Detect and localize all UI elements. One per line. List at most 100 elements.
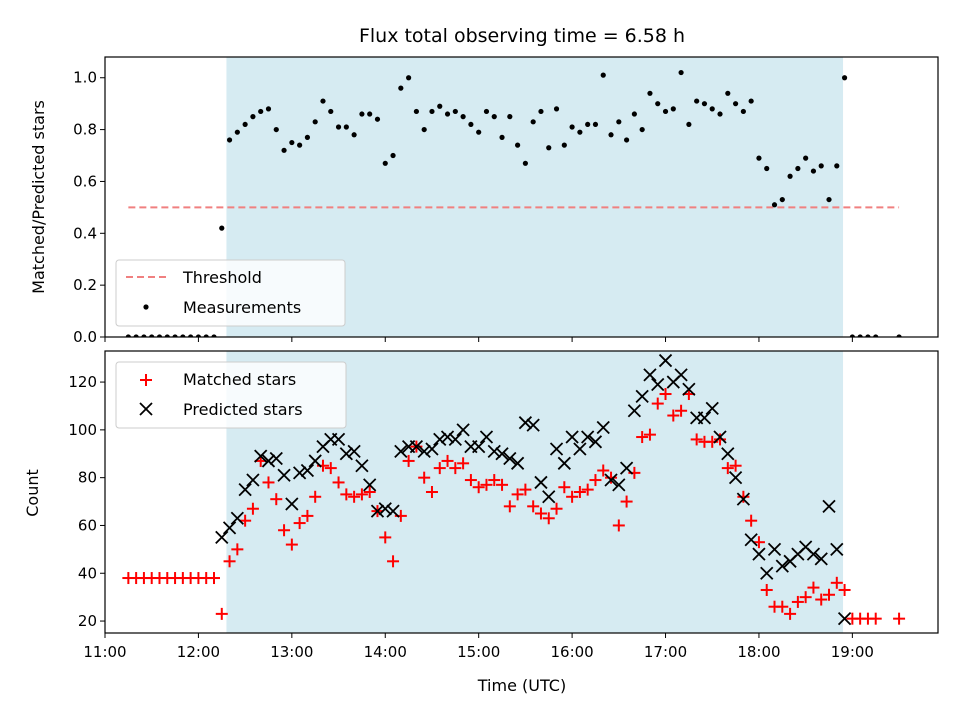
- matched-stars-point: [433, 462, 446, 475]
- predicted-stars-point: [339, 447, 353, 461]
- measurements-legend-swatch: [143, 304, 149, 310]
- predicted-stars-point: [728, 471, 743, 485]
- measurements-point: [787, 173, 793, 179]
- ratio-y-tick-label: 0.2: [73, 276, 97, 294]
- predicted-stars-point-d2: [308, 454, 322, 468]
- measurements-point: [592, 121, 599, 128]
- ratio-axes-frame: [104, 56, 939, 338]
- predicted-stars-point: [238, 482, 252, 497]
- predicted-stars-point-d2: [612, 478, 626, 492]
- count-y-tick-label: 60: [78, 516, 97, 534]
- measurements-point: [694, 98, 700, 104]
- measurements-point: [452, 108, 458, 115]
- predicted-stars-point-d2: [277, 468, 291, 482]
- measurements-point: [896, 334, 902, 337]
- predicted-stars-point: [277, 468, 291, 482]
- predicted-stars-point-d2: [581, 430, 595, 444]
- measurements-point: [226, 137, 233, 143]
- measurements-point: [149, 334, 155, 337]
- predicted-stars-point-d2: [370, 504, 385, 518]
- predicted-stars-point-d2: [565, 430, 579, 444]
- matched-stars-point: [449, 462, 462, 475]
- predicted-stars-point: [705, 401, 719, 415]
- measurements-point: [460, 114, 466, 120]
- measurements-point: [701, 101, 708, 107]
- measurements-point: [304, 134, 311, 140]
- predicted-stars-point-d2: [215, 530, 229, 545]
- predicted-stars-point-d2: [510, 456, 525, 470]
- predicted-stars-point-d2: [627, 404, 642, 418]
- predicted-stars-point-d2: [806, 547, 821, 561]
- measurements-point: [281, 147, 287, 153]
- predicted-stars-point-d2: [261, 454, 276, 468]
- measurements-point: [180, 334, 186, 337]
- predicted-stars-legend-swatch: [139, 402, 153, 416]
- predicted-stars-point: [355, 459, 369, 473]
- predicted-stars-point: [643, 368, 657, 382]
- measurements-point: [429, 108, 435, 115]
- predicted-stars-point: [386, 504, 400, 518]
- measurements-point: [873, 334, 879, 337]
- predicted-stars-point: [651, 377, 665, 392]
- predicted-stars-point: [627, 404, 642, 418]
- count-x-tick-label: 17:00: [644, 643, 687, 661]
- predicted-stars-point: [378, 502, 392, 516]
- predicted-stars-point: [682, 382, 696, 396]
- matched-stars-point: [418, 471, 431, 484]
- measurements-point: [561, 142, 567, 148]
- measurements-point: [803, 155, 809, 161]
- measurements-point: [717, 111, 723, 117]
- matched-stars-point: [387, 555, 400, 568]
- predicted-stars-point: [518, 416, 533, 430]
- measurements-point: [616, 119, 622, 125]
- matched-stars-point: [605, 471, 618, 484]
- count-x-tick-label: 14:00: [364, 643, 407, 661]
- measurements-point: [725, 90, 731, 96]
- predicted-stars-point: [588, 435, 603, 449]
- measurements-point: [491, 114, 497, 120]
- predicted-stars-point: [830, 542, 844, 556]
- count-x-tick-label: 19:00: [831, 643, 874, 661]
- matched-stars-point: [503, 500, 516, 513]
- predicted-stars-point: [565, 430, 579, 444]
- predicted-stars-point: [573, 442, 587, 456]
- predicted-stars-point: [526, 418, 540, 432]
- predicted-stars-point: [479, 430, 494, 444]
- measurements-point: [756, 155, 762, 161]
- matched-stars-point: [573, 486, 586, 498]
- count-x-tick-label: 15:00: [457, 643, 500, 661]
- predicted-stars-point-d2: [238, 482, 252, 497]
- measurements-point: [335, 124, 342, 130]
- matched-stars-legend-label: Matched stars: [183, 370, 296, 389]
- predicted-stars-point-d2: [830, 542, 844, 556]
- matched-stars-point: [215, 607, 228, 620]
- measurements-point: [507, 114, 513, 120]
- count-y-tick-label: 20: [78, 612, 97, 630]
- measurements-point: [639, 126, 645, 133]
- measurements-point: [647, 90, 653, 96]
- measurements-point: [172, 334, 178, 337]
- measurements-point: [483, 108, 490, 115]
- predicted-stars-point-d2: [526, 418, 540, 432]
- predicted-stars-point: [285, 497, 299, 511]
- predicted-stars-point-d2: [425, 442, 439, 456]
- measurements-point: [764, 165, 770, 172]
- matched-stars-legend-swatch: [140, 374, 152, 386]
- measurements-point: [834, 163, 840, 169]
- predicted-stars-point-d2: [542, 490, 556, 504]
- predicted-stars-point: [744, 533, 758, 547]
- predicted-stars-point-d2: [799, 540, 813, 554]
- bottom-y-axis-label: Count: [23, 469, 42, 517]
- predicted-stars-point: [300, 463, 315, 478]
- matched-stars-point: [534, 507, 547, 520]
- measurements-point: [499, 134, 505, 140]
- measurements-point: [328, 108, 334, 115]
- matched-stars-point: [355, 488, 368, 501]
- predicted-stars-point: [308, 454, 322, 468]
- matched-stars-point: [830, 576, 843, 589]
- predicted-stars-point: [425, 442, 439, 456]
- measurements-point: [390, 152, 396, 159]
- predicted-stars-point: [736, 492, 751, 506]
- predicted-stars-point: [472, 439, 486, 454]
- count-x-tick-label: 12:00: [177, 643, 220, 661]
